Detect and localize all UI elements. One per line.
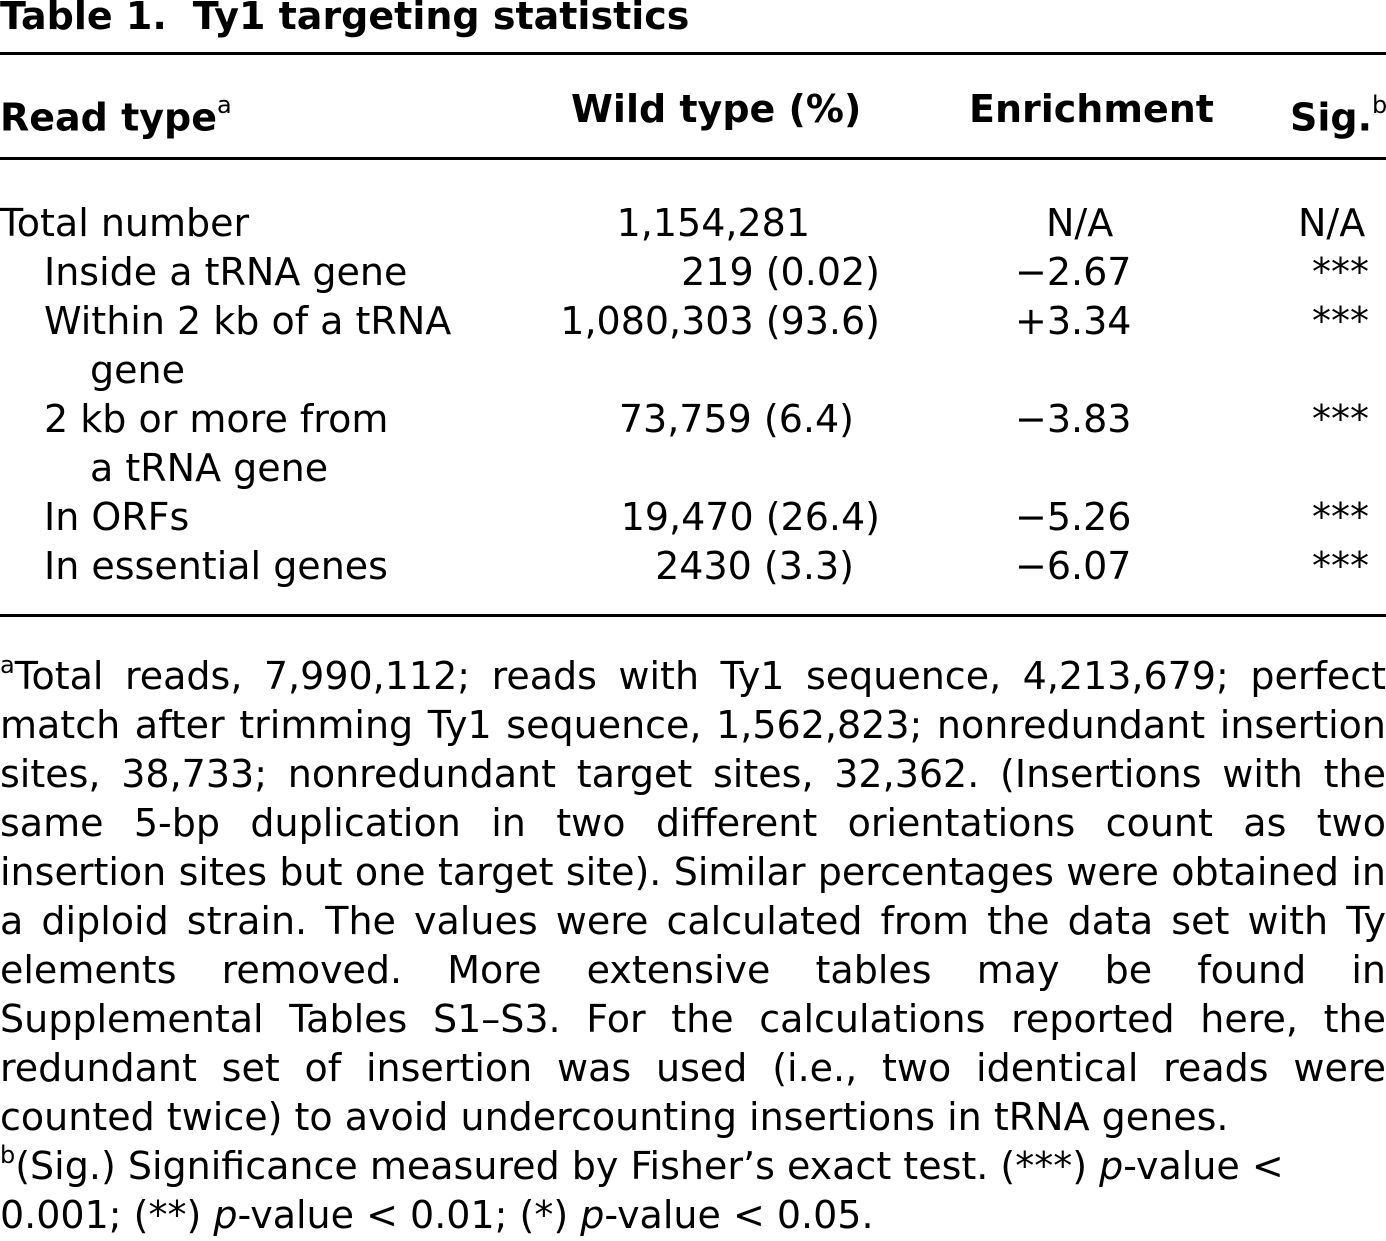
row-enrichment: N/A: [1046, 201, 1114, 245]
header-sig: Sig.b: [1290, 91, 1386, 140]
row-wild-type: 2430 (3.3): [655, 544, 854, 588]
row-sig: ***: [1312, 299, 1369, 343]
header-rule: [0, 157, 1386, 160]
row-sig: N/A: [1298, 201, 1366, 245]
bottom-rule: [0, 614, 1386, 617]
row-sig: ***: [1312, 397, 1369, 441]
header-read-type: Read typea: [0, 91, 232, 140]
row-label: Inside a tRNA gene: [44, 250, 408, 294]
footnote-a-ref: a: [217, 91, 232, 119]
row-sig: ***: [1312, 250, 1369, 294]
footnote-b-ref: b: [1372, 91, 1386, 119]
row-enrichment: −2.67: [1015, 250, 1132, 294]
row-enrichment: −5.26: [1015, 495, 1132, 539]
header-enrichment: Enrichment: [969, 87, 1214, 131]
row-enrichment: −3.83: [1015, 397, 1132, 441]
row-wild-type: 1,080,303 (93.6): [560, 299, 880, 343]
table-number: Table 1.: [0, 0, 167, 38]
table-title: Table 1. Ty1 targeting statistics: [0, 0, 689, 40]
row-enrichment: +3.34: [1015, 299, 1132, 343]
row-enrichment: −6.07: [1015, 544, 1132, 588]
table-caption: Ty1 targeting statistics: [192, 0, 690, 38]
row-sig: ***: [1312, 495, 1369, 539]
row-wild-type: 73,759 (6.4): [618, 397, 854, 441]
row-label-continued: gene: [90, 348, 185, 392]
footnote-b: b(Sig.) Significance measured by Fisher’…: [0, 1141, 1284, 1237]
row-wild-type: 1,154,281: [616, 201, 810, 245]
footnote-b-marker: b: [0, 1141, 16, 1170]
row-sig: ***: [1312, 544, 1369, 588]
footnote-a-marker: a: [0, 651, 15, 680]
row-label: Total number: [0, 201, 250, 245]
top-rule: [0, 52, 1386, 55]
row-wild-type: 19,470 (26.4): [620, 495, 880, 539]
row-wild-type: 219 (0.02): [681, 250, 880, 294]
header-wild-type: Wild type (%): [571, 87, 862, 131]
row-label: In ORFs: [44, 495, 190, 539]
row-label: Within 2 kb of a tRNA: [44, 299, 452, 343]
footnote-a: aTotal reads, 7,990,112; reads with Ty1 …: [0, 651, 1386, 1139]
row-label-continued: a tRNA gene: [90, 446, 329, 490]
row-label: 2 kb or more from: [44, 397, 389, 441]
row-label: In essential genes: [44, 544, 388, 588]
